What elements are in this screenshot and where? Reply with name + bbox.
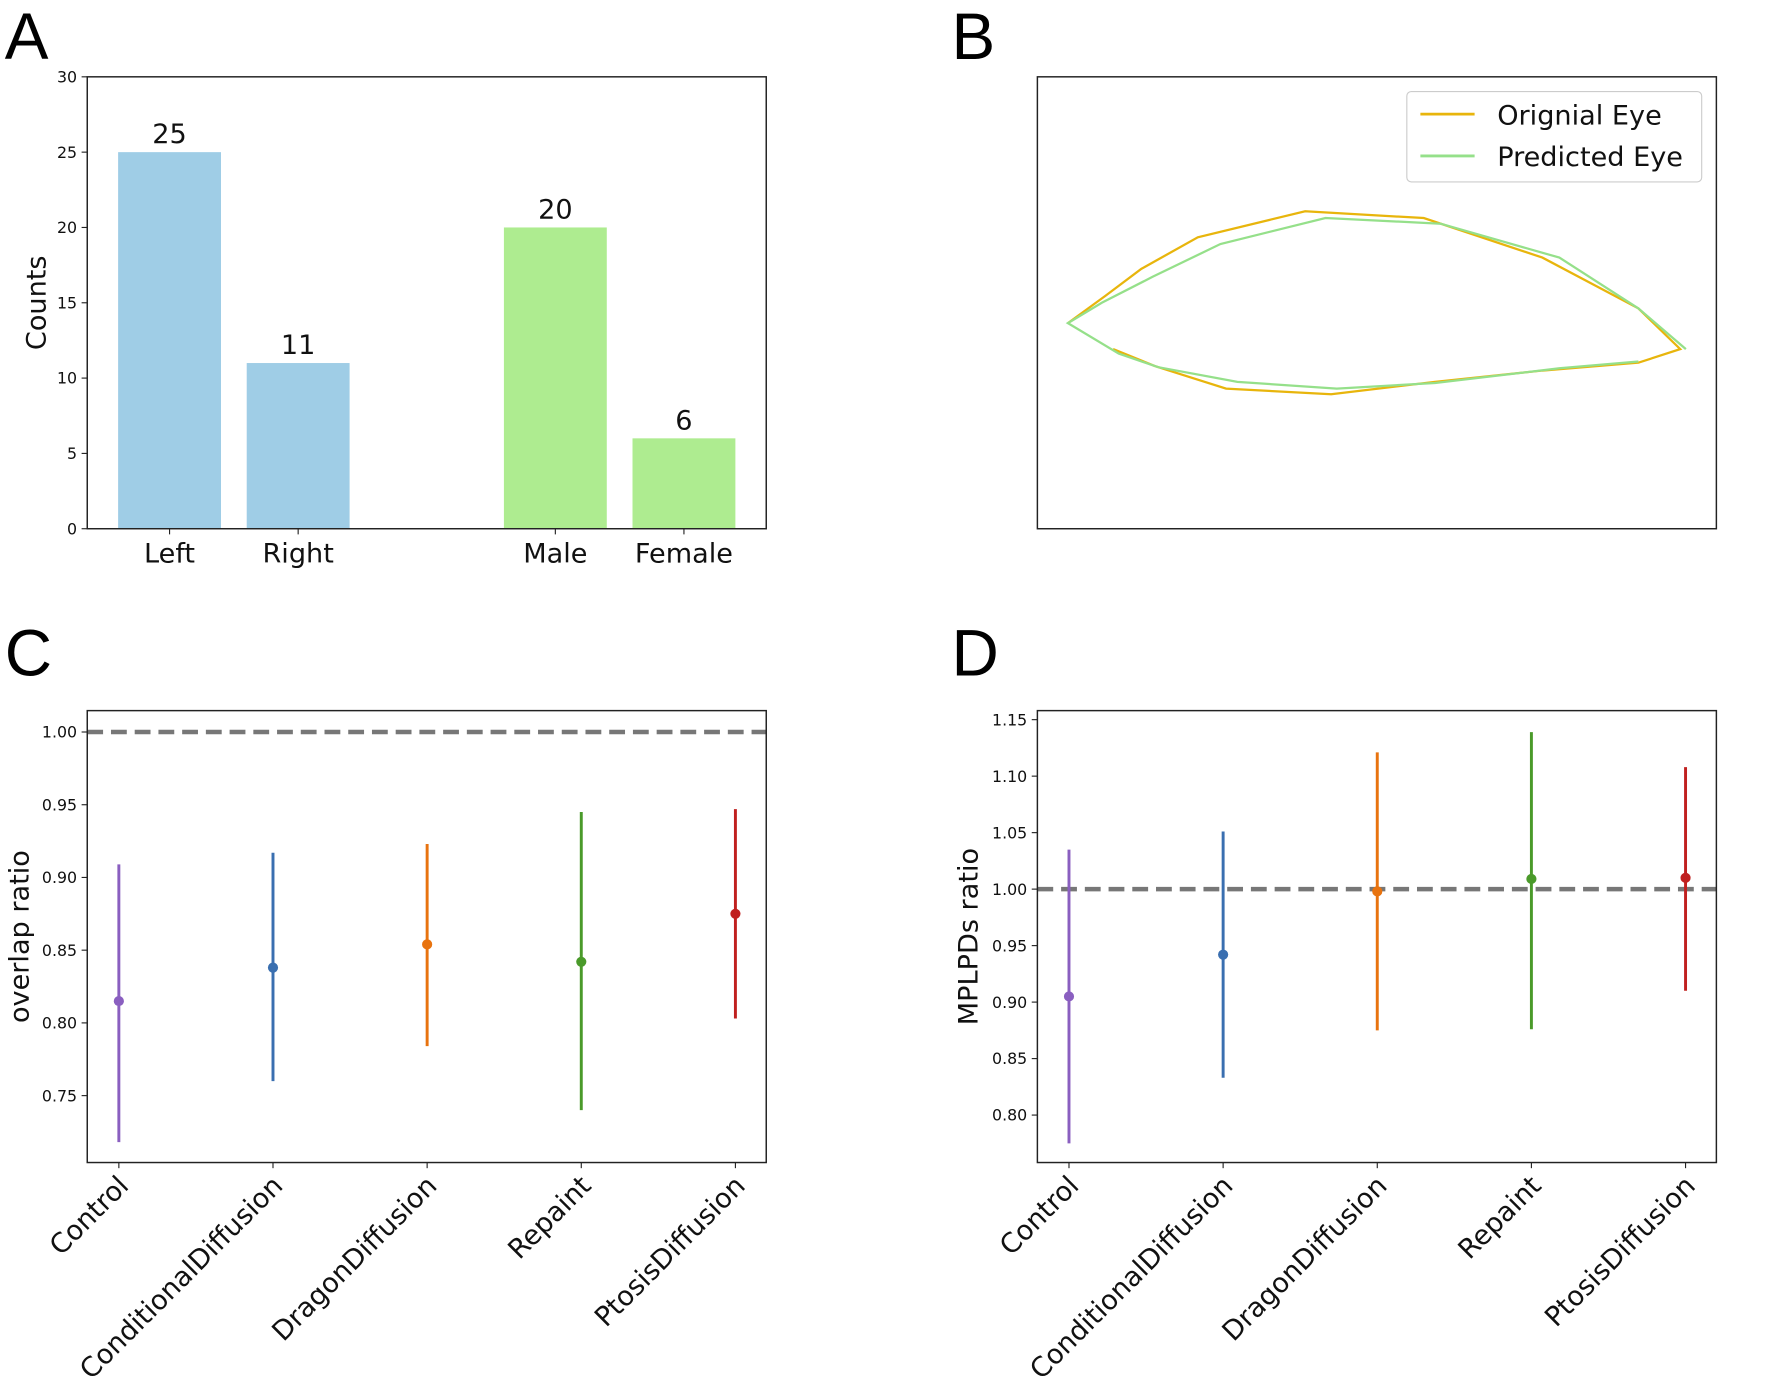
y-tick-label: 15 — [57, 293, 77, 312]
x-tick-label: Repaint — [1453, 1170, 1548, 1265]
y-tick-label: 0.90 — [992, 993, 1027, 1012]
original-eye-line — [1067, 210, 1683, 396]
y-tick-label: 30 — [57, 67, 77, 86]
y-tick-label: 25 — [57, 143, 77, 162]
predicted-eye-line — [1065, 216, 1687, 390]
panel-c-overlap-ratio-chart: ControlConditionalDiffusionDragonDiffusi… — [5, 709, 767, 1386]
bar-value-label: 20 — [538, 194, 573, 225]
y-axis-label: overlap ratio — [5, 850, 36, 1023]
y-tick-label: 1.05 — [992, 823, 1027, 842]
y-tick-label: 10 — [57, 369, 77, 388]
x-tick-label: Left — [144, 539, 195, 570]
bar-female — [632, 438, 736, 529]
bar-left — [118, 152, 221, 529]
axes-frame — [1036, 76, 1718, 530]
y-tick-label: 20 — [57, 218, 77, 237]
x-tick-label: Repaint — [502, 1170, 597, 1265]
y-tick-label: 0.90 — [42, 868, 77, 887]
panel-letter-a: A — [5, 0, 49, 73]
x-tick-label: DragonDiffusion — [266, 1170, 443, 1347]
mean-point-repaint — [576, 956, 587, 967]
mean-point-control — [113, 995, 124, 1007]
y-tick-label: 5 — [67, 444, 77, 463]
y-tick-label: 0.80 — [42, 1014, 77, 1033]
legend-label: Orignial Eye — [1497, 100, 1662, 131]
y-tick-label: 0.85 — [42, 941, 77, 960]
bar-value-label: 6 — [675, 405, 692, 436]
x-tick-label: PtosisDiffusion — [589, 1170, 752, 1333]
x-tick-label: Control — [44, 1170, 135, 1261]
legend: Orignial Eye Predicted Eye — [1406, 90, 1703, 183]
mean-point-dragondiffusion — [422, 939, 433, 950]
x-tick-label: Right — [262, 539, 333, 570]
y-tick-label: 1.10 — [992, 767, 1027, 786]
panel-b-eye-contour-chart: Orignial Eye Predicted Eye — [1036, 76, 1718, 530]
y-tick-label: 1.00 — [992, 880, 1027, 899]
y-axis-label: Counts — [21, 255, 52, 350]
axes-frame — [86, 709, 767, 1164]
x-tick-label: PtosisDiffusion — [1539, 1170, 1702, 1333]
x-tick-label: DragonDiffusion — [1217, 1170, 1394, 1347]
mean-point-ptosisdiffusion — [730, 908, 741, 919]
y-tick-label: 0.85 — [992, 1049, 1027, 1068]
panel-a-bar-chart: 25 Left 11 Right 20 Male 6 Female 0 5 10 15 20 25 30 Co… — [21, 67, 767, 570]
panel-letter-b: B — [952, 0, 996, 73]
y-tick-label: 0.95 — [42, 795, 77, 814]
y-tick-label: 1.00 — [42, 723, 77, 742]
y-tick-label: 0.80 — [992, 1106, 1027, 1125]
mean-point-repaint — [1526, 873, 1537, 885]
bar-male — [503, 227, 607, 529]
mean-point-conditionaldiffusion — [267, 962, 279, 973]
bar-right — [246, 363, 350, 529]
x-tick-label: Female — [635, 539, 733, 570]
panel-letter-c: C — [5, 617, 52, 690]
mean-point-conditionaldiffusion — [1218, 949, 1229, 960]
panel-d-mplpds-ratio-chart: ControlConditionalDiffusionDragonDiffusi… — [954, 709, 1718, 1386]
x-tick-label: Control — [994, 1170, 1085, 1261]
y-tick-label: 0 — [67, 519, 77, 538]
y-tick-label: 1.15 — [992, 710, 1027, 729]
mean-point-control — [1063, 991, 1075, 1002]
bar-value-label: 11 — [281, 330, 316, 361]
y-axis-label: MPLPDs ratio — [954, 848, 985, 1025]
y-tick-label: 0.75 — [42, 1086, 77, 1105]
y-tick-label: 0.95 — [992, 936, 1027, 955]
legend-label: Predicted Eye — [1497, 142, 1683, 173]
axes-frame — [1036, 709, 1718, 1164]
legend-box — [1406, 90, 1703, 183]
panel-letter-d: D — [952, 617, 999, 690]
x-tick-label: Male — [523, 539, 587, 570]
bar-value-label: 25 — [152, 119, 187, 150]
mean-point-dragondiffusion — [1372, 886, 1383, 897]
mean-point-ptosisdiffusion — [1680, 872, 1691, 883]
